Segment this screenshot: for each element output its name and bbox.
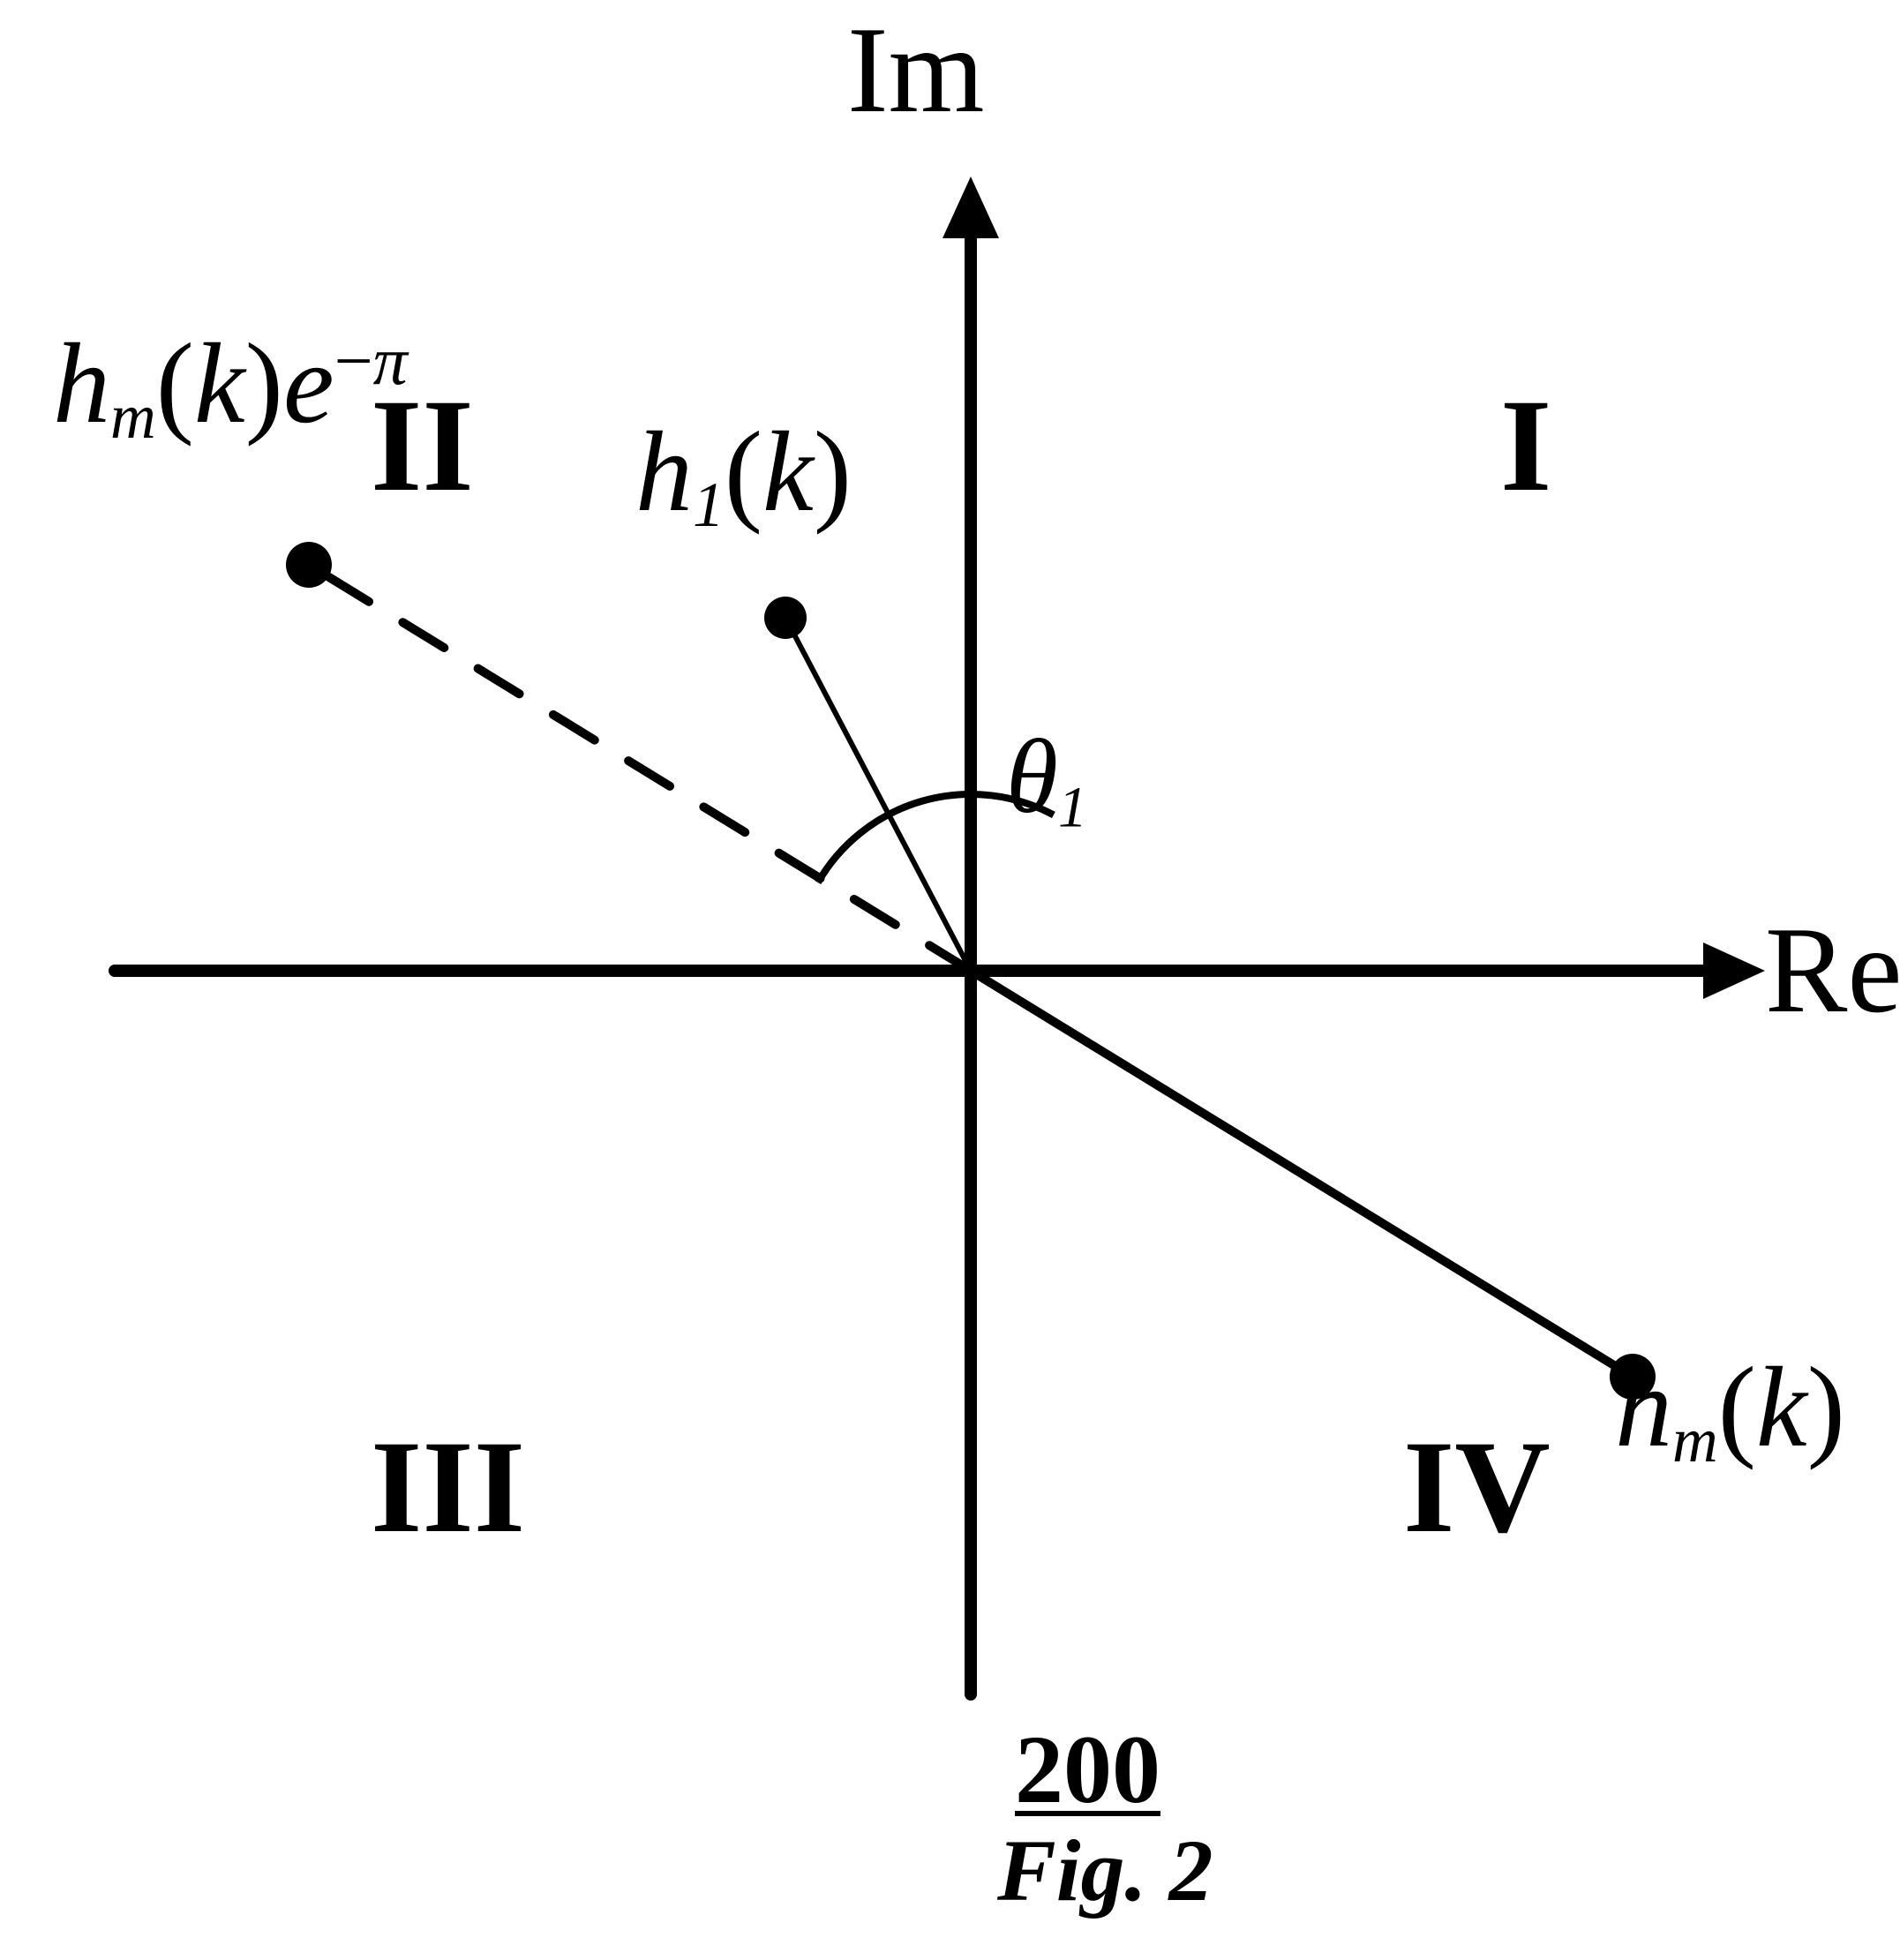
vector-hm-label: hm(k): [1615, 1350, 1845, 1472]
complex-plane-diagram: Re Im I II III IV hm(k) h1(k) hm(k)e−π θ…: [0, 0, 1900, 1960]
axis-label-im: Im: [847, 9, 985, 132]
quadrant-4-label: IV: [1403, 1421, 1551, 1553]
figure-reference-number: 200: [1015, 1721, 1160, 1818]
figure-caption: Fig. 2: [997, 1827, 1213, 1915]
diagram-canvas: [0, 0, 1900, 1960]
quadrant-3-label: III: [371, 1421, 525, 1553]
angle-theta1-label: θ1: [1006, 724, 1087, 837]
axis-label-re: Re: [1765, 909, 1900, 1033]
quadrant-1-label: I: [1500, 379, 1551, 512]
vector-h1-label: h1(k): [635, 415, 852, 537]
vector-hm-rotated-label: hm(k)e−π: [53, 327, 408, 448]
